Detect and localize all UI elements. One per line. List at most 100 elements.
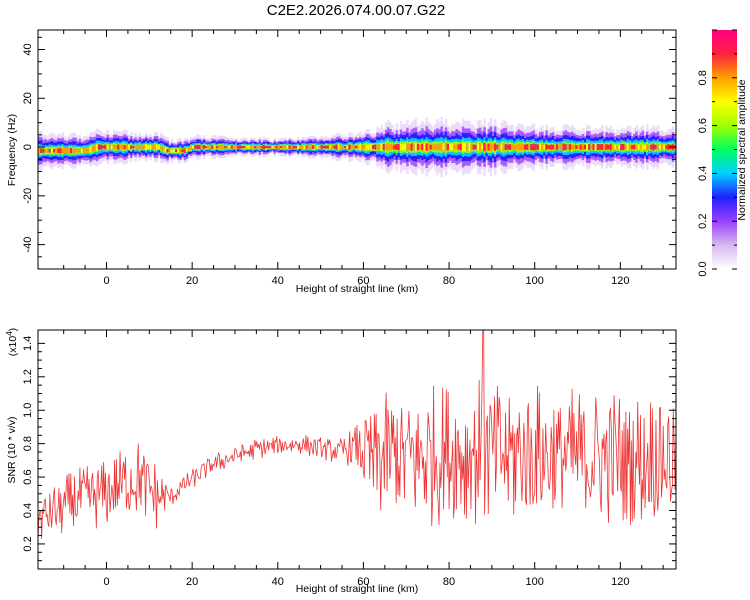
y-tick-label: 40: [22, 43, 34, 55]
spectrogram-cell: [301, 145, 304, 149]
spectrogram-cell: [487, 143, 491, 151]
spectrogram-cell: [581, 144, 585, 151]
spectrogram-cell: [386, 143, 390, 151]
spectrogram-cell: [556, 144, 559, 150]
spectrogram-cell: [89, 146, 92, 153]
spectrogram-cell: [470, 143, 474, 151]
spectrogram-cell: [543, 144, 546, 150]
spectrogram-cell: [515, 144, 518, 150]
spectrogram-cell: [70, 148, 73, 154]
spectrogram-cell: [500, 144, 503, 150]
spectrogram-cell: [275, 145, 279, 149]
spectrogram-cell: [57, 148, 60, 153]
snr-y-exponent-prefix: (x10: [7, 336, 19, 357]
x-tick-label: 20: [186, 275, 198, 287]
spectrogram-cell: [530, 144, 533, 150]
spectrogram-cell: [466, 143, 469, 151]
spectrogram-cell: [586, 143, 589, 151]
spectrogram-cell: [297, 145, 300, 149]
spectrogram-cell: [168, 148, 172, 153]
spectrogram-cell: [217, 145, 221, 149]
spectrogram-cell: [526, 144, 529, 150]
spectrogram-cell: [247, 145, 251, 149]
spectrogram-cell: [519, 143, 523, 151]
spectrogram-cell: [598, 144, 602, 150]
spectrogram-cell: [286, 145, 289, 150]
spectrogram-cell: [476, 144, 480, 151]
spectrogram-cell: [622, 144, 626, 151]
spectrogram-cell: [425, 143, 429, 151]
spectrogram-cell: [431, 144, 435, 150]
spectrogram-cell: [613, 145, 617, 149]
spectrogram-cell: [536, 144, 540, 150]
spectrogram-cell: [277, 145, 281, 149]
spectrogram-cell: [87, 148, 90, 152]
snr-panel: 0 20 40 60 80 100 120 0.2 0.4 0.6 0.8 1.0 1.2 1.4 He…: [5, 328, 677, 595]
spectrogram-cell: [198, 144, 202, 150]
x-tick-label: 120: [611, 275, 629, 287]
spectrogram-cell: [93, 145, 97, 152]
spectrogram-cell: [123, 145, 127, 150]
spectrogram-cell: [157, 145, 161, 149]
spectrogram-cell: [335, 144, 339, 150]
spectrogram-cell: [618, 144, 621, 150]
spectrogram-cell: [138, 144, 142, 150]
spectrogram-cell: [583, 144, 587, 150]
spectrogram-cell: [228, 145, 232, 149]
y-tick-label: 20: [22, 92, 34, 104]
spectrogram-cell: [429, 144, 433, 150]
spectrogram-cell: [140, 145, 144, 149]
spectrogram-cell: [46, 148, 50, 153]
spectrogram-cell: [119, 145, 122, 149]
spectrogram-cell: [461, 142, 465, 152]
spectrogram-cell: [553, 144, 557, 150]
snr-marks: [38, 330, 676, 539]
y-tick-label: 1.0: [22, 403, 34, 418]
spectrogram-cell: [352, 145, 356, 149]
spectrogram-cell: [127, 145, 131, 149]
spectrogram-cell: [219, 144, 223, 150]
colorbar-tick-label: 0.0: [697, 261, 709, 276]
spectrogram-cell: [380, 143, 384, 151]
spectrogram-cell: [249, 145, 253, 150]
spectrogram-cell: [357, 145, 360, 150]
spectrogram-cell: [646, 143, 649, 151]
spectrogram-cell: [136, 145, 140, 150]
x-tick-label: 0: [103, 576, 109, 588]
spectrogram-cell: [342, 145, 345, 149]
spectrogram-cell: [440, 142, 444, 152]
spectrogram-cell: [307, 145, 311, 149]
spectrogram-cell: [620, 143, 623, 151]
spectrogram-cell: [631, 144, 634, 150]
x-tick-label: 60: [357, 576, 369, 588]
spectrogram-cell: [541, 144, 544, 151]
spectrogram-cell: [76, 148, 80, 153]
spectrogram-cell: [575, 145, 578, 150]
spectrogram-cell: [382, 143, 386, 151]
spectrogram-cell: [633, 144, 636, 150]
spectrogram-cell: [104, 144, 107, 150]
spectrogram-cell: [67, 147, 71, 154]
spectrogram-cell: [534, 144, 538, 151]
spectrogram-cell: [588, 144, 591, 151]
spectrogram-cell: [397, 143, 401, 151]
snr-y-exponent-suffix: ): [7, 328, 19, 332]
snr-y-exponent: (x104): [5, 328, 19, 356]
spectrogram-cell: [309, 144, 313, 150]
spectrogram-cell: [160, 145, 163, 150]
spectrogram-cell: [284, 145, 287, 150]
snr-y-exponent-power: 4: [5, 331, 14, 336]
spectrogram-cell: [215, 145, 219, 149]
spectrogram-cell: [294, 145, 298, 149]
spectrogram-cell: [446, 143, 450, 151]
spectrogram-cell: [635, 144, 638, 150]
spectrogram-cell: [628, 143, 632, 151]
spectrogram-cell: [256, 145, 259, 149]
snr-plot-area: [38, 330, 676, 569]
x-tick-label: 40: [272, 275, 284, 287]
spectrogram-cell: [85, 147, 88, 153]
spectrogram-cell: [132, 145, 135, 149]
spectrogram-cell: [523, 144, 527, 150]
spectrogram-y-axis-title: Frequency (Hz): [6, 114, 18, 186]
